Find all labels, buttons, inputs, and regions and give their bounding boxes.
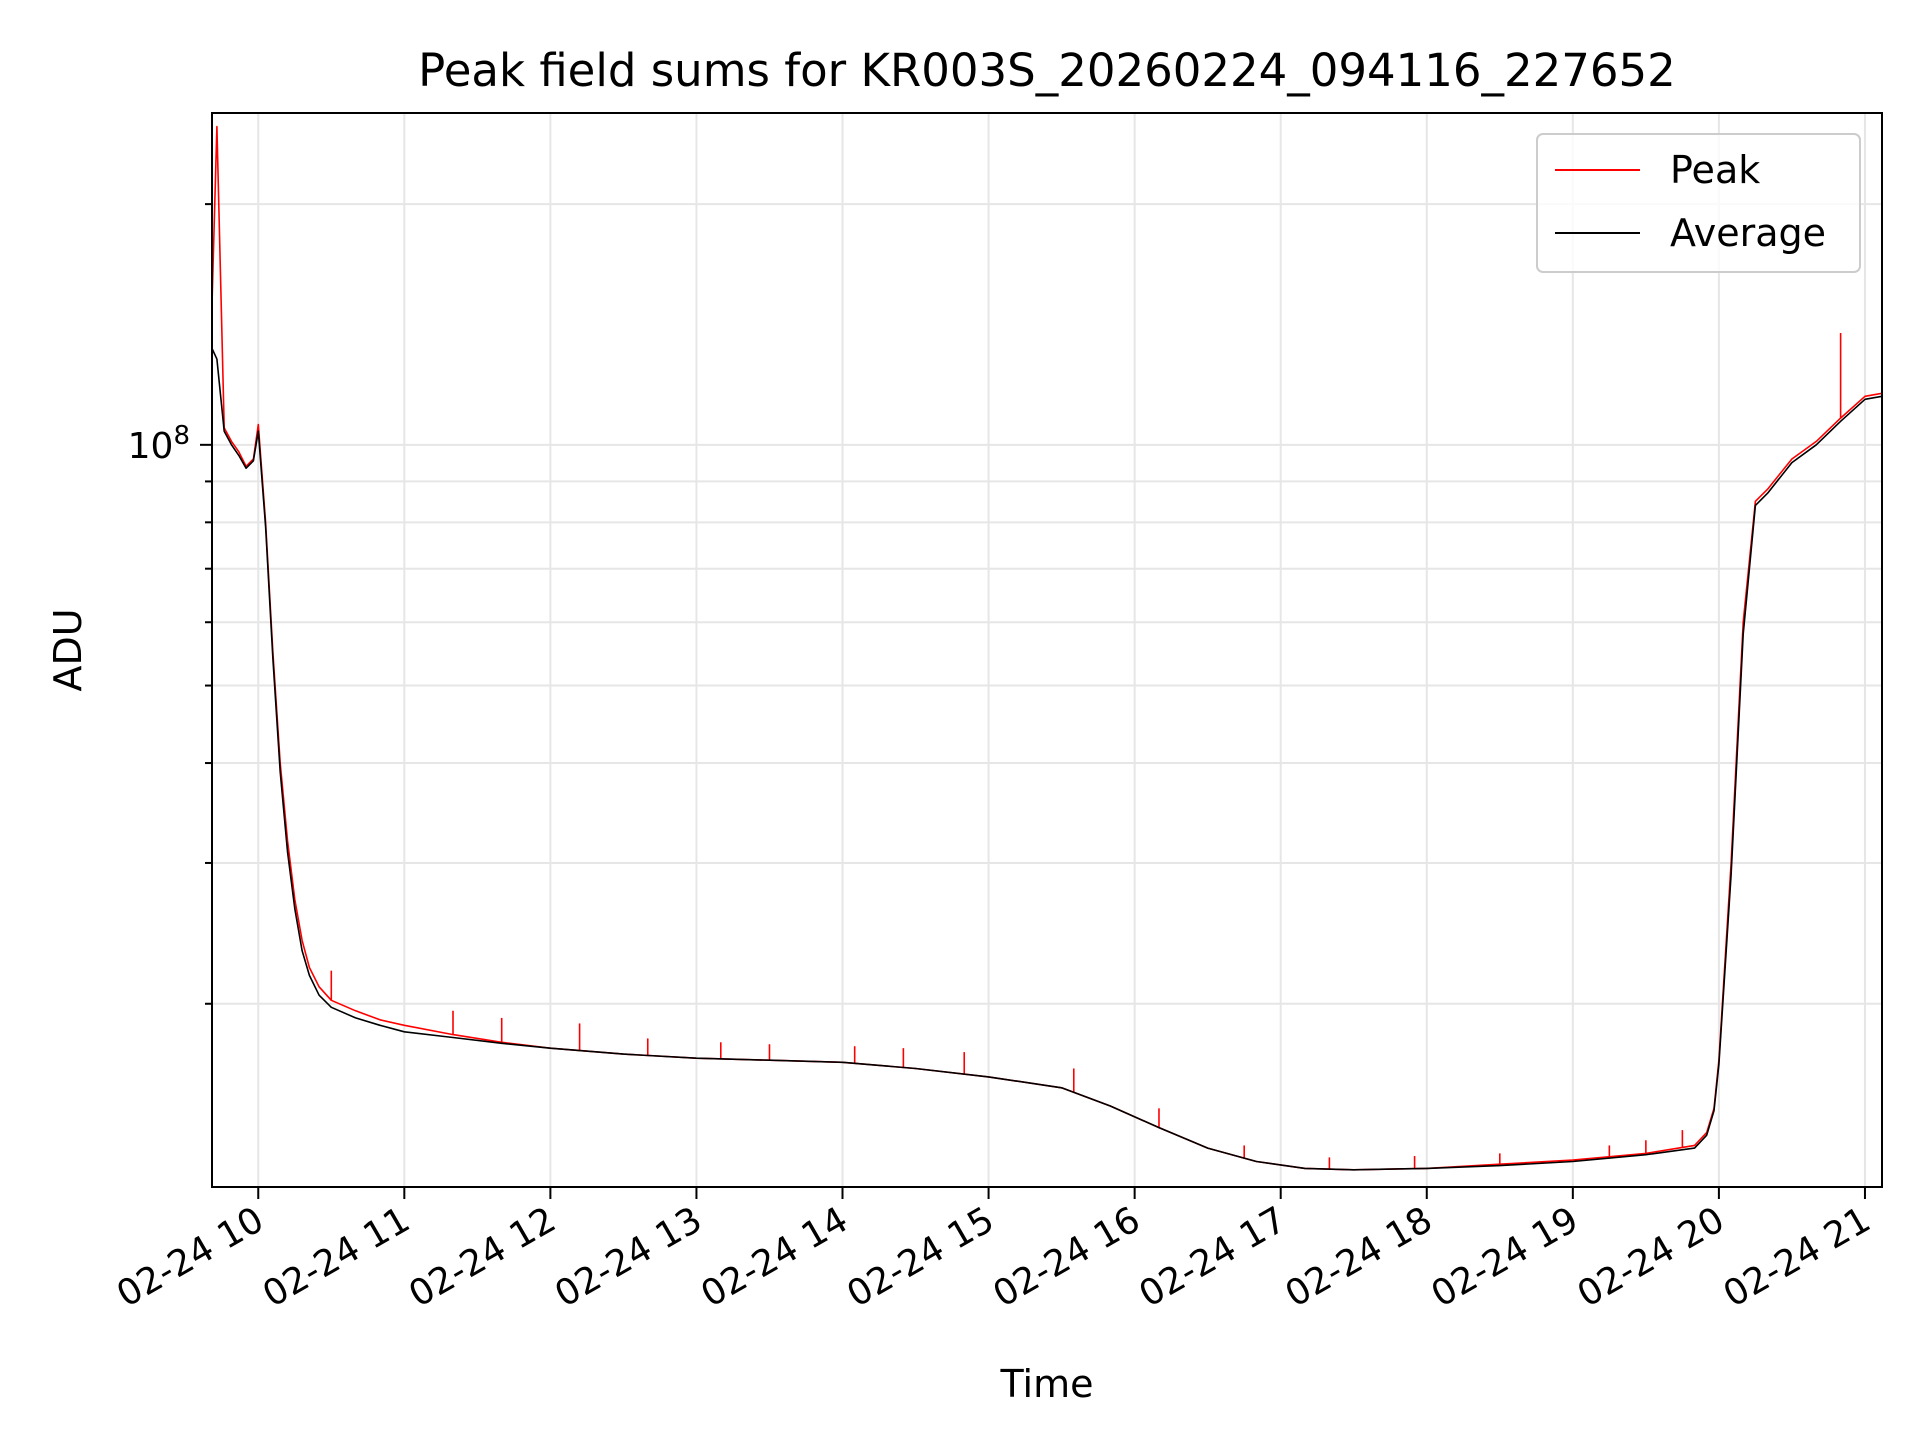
- plot-frame: [211, 112, 1883, 1188]
- series-line-average: [212, 348, 1882, 1171]
- legend-label-average: Average: [1670, 211, 1826, 255]
- y-axis-label: ADU: [46, 608, 90, 691]
- x-axis-label: Time: [1000, 1362, 1094, 1406]
- y-tick-base: 10: [128, 426, 174, 467]
- y-tick-exponent: 8: [173, 421, 190, 451]
- legend: Peak Average: [1536, 133, 1861, 273]
- y-tick-label: 108: [128, 421, 190, 467]
- legend-label-peak: Peak: [1670, 148, 1760, 192]
- legend-box: [1536, 133, 1861, 273]
- series-average: [212, 348, 1882, 1171]
- chart-title: Peak field sums for KR003S_20260224_0941…: [418, 44, 1676, 97]
- grid-lines: [212, 113, 1882, 1187]
- y-axis: 108: [128, 203, 212, 1005]
